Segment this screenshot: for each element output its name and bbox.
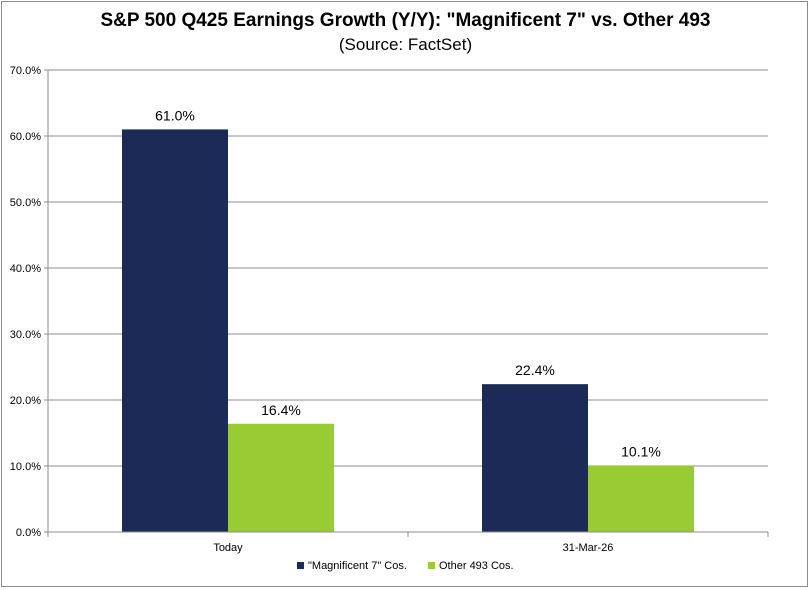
bars bbox=[122, 129, 694, 532]
y-tick-label: 30.0% bbox=[10, 329, 41, 341]
legend-swatch bbox=[297, 562, 304, 569]
legend-label: "Magnificent 7" Cos. bbox=[308, 560, 407, 572]
chart-title: S&P 500 Q425 Earnings Growth (Y/Y): "Mag… bbox=[100, 10, 711, 31]
data-labels: 61.0% 16.4% 22.4% 10.1% bbox=[155, 107, 661, 459]
legend-label: Other 493 Cos. bbox=[439, 560, 514, 572]
bar bbox=[482, 384, 588, 532]
bar bbox=[588, 465, 694, 532]
legend: "Magnificent 7" Cos. Other 493 Cos. bbox=[297, 560, 514, 572]
y-tick-label: 50.0% bbox=[10, 197, 41, 209]
legend-swatch bbox=[428, 562, 435, 569]
y-tick-label: 60.0% bbox=[10, 131, 41, 143]
data-label: 16.4% bbox=[261, 402, 301, 418]
bar bbox=[228, 423, 334, 532]
data-label: 10.1% bbox=[621, 443, 661, 459]
chart-subtitle: (Source: FactSet) bbox=[338, 35, 473, 54]
y-tick-label: 10.0% bbox=[10, 461, 41, 473]
data-label: 61.0% bbox=[155, 107, 195, 123]
x-tick-label: 31-Mar-26 bbox=[563, 542, 614, 554]
y-tick-label: 0.0% bbox=[16, 527, 41, 539]
x-tick-label: Today bbox=[213, 542, 243, 554]
y-tick-label: 20.0% bbox=[10, 395, 41, 407]
bar bbox=[122, 129, 228, 532]
y-tick-label: 40.0% bbox=[10, 263, 41, 275]
y-tick-label: 70.0% bbox=[10, 65, 41, 77]
axes: 0.0% 10.0% 20.0% 30.0% 40.0% 50.0% 60.0% 70.0% T… bbox=[10, 65, 769, 554]
data-label: 22.4% bbox=[515, 362, 555, 378]
